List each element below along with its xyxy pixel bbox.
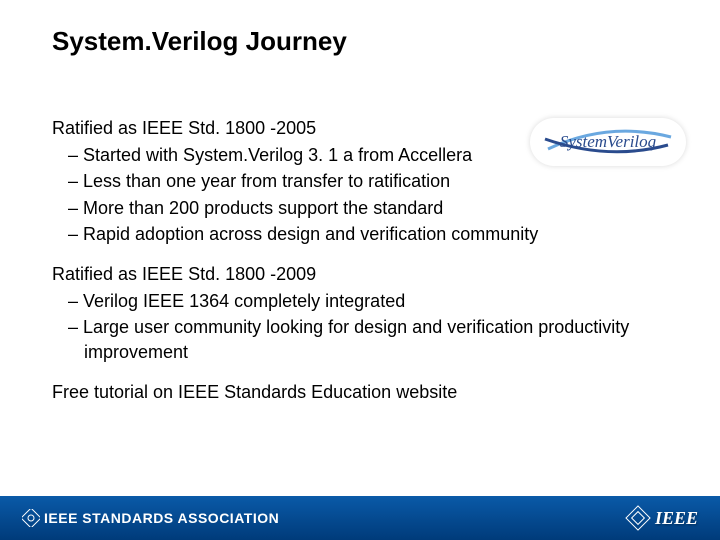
slide-title: System.Verilog Journey	[52, 26, 347, 57]
bullet-item: Less than one year from transfer to rati…	[52, 169, 652, 193]
paragraph: Free tutorial on IEEE Standards Educatio…	[52, 382, 652, 403]
ieee-sa-logo: IEEE STANDARDS ASSOCIATION	[22, 509, 279, 527]
footer-right: IEEE	[629, 508, 698, 529]
slide: System.Verilog Journey SystemVerilog Rat…	[0, 0, 720, 540]
ieee-diamond-icon	[625, 505, 650, 530]
bullet-item: Verilog IEEE 1364 completely integrated	[52, 289, 652, 313]
footer-left-text: IEEE STANDARDS ASSOCIATION	[44, 510, 279, 526]
footer-bar: IEEE STANDARDS ASSOCIATION IEEE	[0, 496, 720, 540]
bullet-item: Rapid adoption across design and verific…	[52, 222, 652, 246]
slide-content: Ratified as IEEE Std. 1800 -2005 Started…	[52, 118, 652, 421]
content-block: Ratified as IEEE Std. 1800 -2009 Verilog…	[52, 264, 652, 364]
paragraph: Ratified as IEEE Std. 1800 -2009	[52, 264, 652, 285]
bullet-item: Large user community looking for design …	[52, 315, 652, 364]
bullet-item: More than 200 products support the stand…	[52, 196, 652, 220]
footer-right-text: IEEE	[655, 508, 698, 529]
logo-text: SystemVerilog	[560, 132, 656, 152]
footer-left: IEEE STANDARDS ASSOCIATION	[22, 509, 279, 527]
content-block: Free tutorial on IEEE Standards Educatio…	[52, 382, 652, 403]
ieee-mark-icon	[22, 509, 40, 527]
